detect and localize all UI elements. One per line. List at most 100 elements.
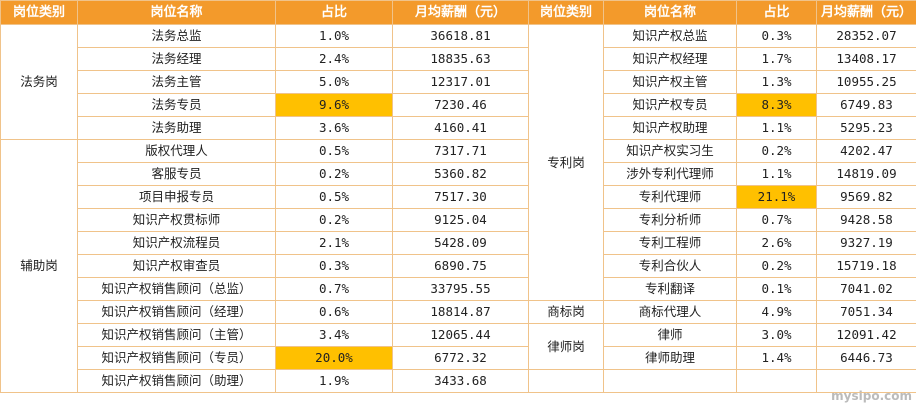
header-share-left: 占比: [275, 0, 393, 25]
share-cell: 1.1%: [736, 116, 817, 140]
salary-cell: 7317.71: [392, 139, 529, 163]
position-cell: 知识产权实习生: [603, 139, 737, 163]
table-row: 项目申报专员 0.5% 7517.30 专利代理师 21.1% 9569.82: [1, 185, 916, 209]
share-cell-highlighted: 9.6%: [275, 93, 393, 117]
table-row: 辅助岗 版权代理人 0.5% 7317.71 知识产权实习生 0.2% 4202.47: [0, 139, 916, 393]
share-cell: 3.6%: [275, 116, 393, 140]
table-row: 知识产权销售顾问（总监） 0.7% 33795.55 专利翻译 0.1% 7041.02: [1, 277, 916, 301]
share-cell: 0.2%: [275, 162, 393, 186]
salary-cell: 12317.01: [392, 70, 529, 94]
salary-cell: 9327.19: [816, 231, 916, 255]
share-cell: 1.7%: [736, 47, 817, 71]
share-cell: 0.6%: [275, 300, 393, 324]
salary-cell: 13408.17: [816, 47, 916, 71]
position-cell: 知识产权流程员: [77, 231, 276, 255]
share-cell: 3.0%: [736, 323, 817, 347]
position-cell: 知识产权经理: [603, 47, 737, 71]
salary-table: 岗位类别 岗位名称 占比 月均薪酬（元） 岗位类别 岗位名称 占比 月均薪酬（元…: [0, 0, 916, 393]
salary-cell: 28352.07: [816, 24, 916, 48]
share-cell: 0.2%: [275, 208, 393, 232]
salary-cell: 6890.75: [392, 254, 529, 278]
salary-cell: 9569.82: [816, 185, 916, 209]
position-cell: 知识产权销售顾问（经理）: [77, 300, 276, 324]
salary-cell: 4202.47: [816, 139, 916, 163]
category-cell-right: 专利岗: [528, 24, 604, 301]
header-share-right: 占比: [736, 0, 817, 25]
share-cell: 1.0%: [275, 24, 393, 48]
position-cell: 法务经理: [77, 47, 276, 71]
table-row: 知识产权销售顾问（主管） 3.4% 12065.44 律师岗 律师 3.0% 12091.4…: [1, 323, 916, 370]
position-cell: 律师助理: [603, 346, 737, 370]
position-cell: 专利代理师: [603, 185, 737, 209]
position-cell: 法务总监: [77, 24, 276, 48]
position-cell: 客服专员: [77, 162, 276, 186]
header-salary-left: 月均薪酬（元）: [392, 0, 529, 25]
table-row: 知识产权销售顾问（助理） 1.9% 3433.68: [1, 369, 916, 393]
position-cell: 律师: [603, 323, 737, 347]
header-position-left: 岗位名称: [77, 0, 276, 25]
salary-cell: 7517.30: [392, 185, 529, 209]
table-row: 知识产权销售顾问（专员） 20.0% 6772.32 律师助理 1.4% 6446.73: [1, 346, 916, 370]
table-row: 法务经理 2.4% 18835.63 知识产权经理 1.7% 13408.17: [1, 47, 916, 71]
share-cell: 0.3%: [275, 254, 393, 278]
header-category-right: 岗位类别: [528, 0, 604, 25]
empty-cell-right: [816, 369, 916, 393]
table-row: 法务主管 5.0% 12317.01 知识产权主管 1.3% 10955.25: [1, 70, 916, 94]
share-cell: 2.1%: [275, 231, 393, 255]
position-cell: 版权代理人: [77, 139, 276, 163]
position-cell: 知识产权销售顾问（专员）: [77, 346, 276, 370]
share-cell-highlighted: 20.0%: [275, 346, 393, 370]
salary-cell: 5428.09: [392, 231, 529, 255]
salary-cell: 9125.04: [392, 208, 529, 232]
empty-cell-right: [603, 369, 737, 393]
table-row: 法务岗 法务总监 1.0% 36618.81 专利岗 知识产权总监 0.3% 28352.07: [0, 24, 916, 301]
table-row: 知识产权流程员 2.1% 5428.09 专利工程师 2.6% 9327.19: [1, 231, 916, 255]
header-row: 岗位类别 岗位名称 占比 月均薪酬（元） 岗位类别 岗位名称 占比 月均薪酬（元…: [0, 0, 916, 25]
share-cell-highlighted: 8.3%: [736, 93, 817, 117]
share-cell: 1.9%: [275, 369, 393, 393]
share-cell: 4.9%: [736, 300, 817, 324]
position-cell: 专利分析师: [603, 208, 737, 232]
table-row: 知识产权销售顾问（经理） 0.6% 18814.87 商标岗 商标代理人 4.9% 7051…: [1, 300, 916, 324]
salary-cell: 10955.25: [816, 70, 916, 94]
salary-cell: 18835.63: [392, 47, 529, 71]
salary-cell: 7051.34: [816, 300, 916, 324]
share-cell: 2.4%: [275, 47, 393, 71]
header-position-right: 岗位名称: [603, 0, 737, 25]
table-body: 法务岗 法务总监 1.0% 36618.81 专利岗 知识产权总监 0.3% 28352.07…: [0, 24, 916, 393]
header-category-left: 岗位类别: [0, 0, 78, 25]
position-cell: 专利工程师: [603, 231, 737, 255]
position-cell: 商标代理人: [603, 300, 737, 324]
table-row: 知识产权审查员 0.3% 6890.75 专利合伙人 0.2% 15719.18: [1, 254, 916, 278]
header-salary-right: 月均薪酬（元）: [816, 0, 916, 25]
share-cell-highlighted: 21.1%: [736, 185, 817, 209]
position-cell: 知识产权销售顾问（主管）: [77, 323, 276, 347]
empty-cell-right: [736, 369, 817, 393]
share-cell: 0.5%: [275, 139, 393, 163]
salary-cell: 36618.81: [392, 24, 529, 48]
watermark: mysipo.com: [831, 389, 912, 403]
share-cell: 3.4%: [275, 323, 393, 347]
position-cell: 法务专员: [77, 93, 276, 117]
share-cell: 1.3%: [736, 70, 817, 94]
position-cell: 知识产权审查员: [77, 254, 276, 278]
salary-cell: 4160.41: [392, 116, 529, 140]
salary-cell: 6749.83: [816, 93, 916, 117]
salary-cell: 14819.09: [816, 162, 916, 186]
salary-cell: 18814.87: [392, 300, 529, 324]
share-cell: 2.6%: [736, 231, 817, 255]
share-cell: 1.4%: [736, 346, 817, 370]
table-row: 法务助理 3.6% 4160.41 知识产权助理 1.1% 5295.23: [1, 116, 916, 140]
salary-cell: 5295.23: [816, 116, 916, 140]
position-cell: 知识产权销售顾问（总监）: [77, 277, 276, 301]
share-cell: 0.7%: [275, 277, 393, 301]
salary-cell: 6446.73: [816, 346, 916, 370]
share-cell: 1.1%: [736, 162, 817, 186]
share-cell: 0.2%: [736, 254, 817, 278]
salary-cell: 7041.02: [816, 277, 916, 301]
salary-cell: 6772.32: [392, 346, 529, 370]
position-cell: 知识产权总监: [603, 24, 737, 48]
salary-cell: 12065.44: [392, 323, 529, 347]
share-cell: 5.0%: [275, 70, 393, 94]
table-row: 客服专员 0.2% 5360.82 涉外专利代理师 1.1% 14819.09: [1, 162, 916, 186]
